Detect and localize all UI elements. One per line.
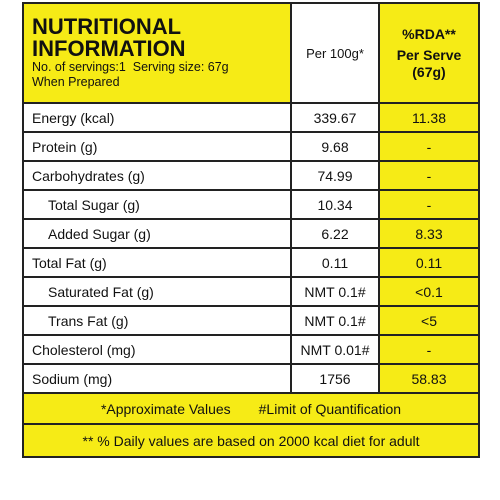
per100-value: 6.22: [290, 218, 380, 249]
nutrient-name: Sodium (mg): [22, 363, 292, 394]
rda-value: 8.33: [378, 218, 480, 249]
nutrient-name: Total Sugar (g): [22, 189, 292, 220]
rda-value: <5: [378, 305, 480, 336]
nutrient-row: Protein (g) 9.68-: [22, 131, 480, 162]
nutrient-name: Protein (g): [22, 131, 292, 162]
rda-value: -: [378, 189, 480, 220]
nutrient-row: Cholesterol (mg) NMT 0.01# -: [22, 334, 480, 365]
nutrition-table: NUTRITIONAL INFORMATION No. of servings:…: [22, 2, 480, 458]
rda-value: 58.83: [378, 363, 480, 394]
nutrient-row: Sodium (mg) 1756 58.83: [22, 363, 480, 394]
serve-size: (67g): [412, 63, 446, 80]
title: INFORMATION: [32, 36, 186, 61]
nutrient-name: Carbohydrates (g): [22, 160, 292, 191]
per100-value: 9.68: [290, 131, 380, 162]
per100-value: 74.99: [290, 160, 380, 191]
nutrient-name: Cholesterol (mg): [22, 334, 292, 365]
header-row: NUTRITIONAL INFORMATION No. of servings:…: [22, 2, 480, 104]
rda-value: -: [378, 160, 480, 191]
rda-header: %RDA** Per Serve (67g): [378, 2, 480, 104]
per100-value: 1756: [290, 363, 380, 394]
rda-value: <0.1: [378, 276, 480, 307]
nutrient-row: Added Sugar (g) 6.22 8.33: [22, 218, 480, 249]
nutrient-name: Added Sugar (g): [22, 218, 292, 249]
rda-value: 0.11: [378, 247, 480, 278]
per-serve: Per Serve: [396, 46, 462, 63]
per100-value: 339.67: [290, 102, 380, 133]
nutrition-label: NUTRITIONAL INFORMATION No. of servings:…: [22, 2, 480, 492]
nutrient-name: Total Fat (g): [22, 247, 292, 278]
footer-row: *Approximate Values #Limit of Quantificat…: [22, 392, 480, 425]
prepared: When Prepared: [32, 75, 120, 89]
per100-header: Per 100g*: [290, 2, 380, 104]
servings: No. of servings:1 Serving size: 67g: [32, 60, 229, 74]
nutrient-name: Trans Fat (g): [22, 305, 292, 336]
nutrient-name: Energy (kcal): [22, 102, 292, 133]
nutrient-row: Saturated Fat (g) NMT 0.1# <0.1: [22, 276, 480, 307]
nutrient-row: Total Fat (g) 0.11 0.11: [22, 247, 480, 278]
per100-value: NMT 0.1#: [290, 305, 380, 336]
per100-value: NMT 0.1#: [290, 276, 380, 307]
rda-value: -: [378, 334, 480, 365]
footer-notes: *Approximate Values #Limit of Quantificat…: [22, 392, 480, 425]
per100-value: 0.11: [290, 247, 380, 278]
nutrient-name: Saturated Fat (g): [22, 276, 292, 307]
approx-note: *Approximate Values: [100, 400, 231, 417]
rda-value: -: [378, 131, 480, 162]
per100-value: 10.34: [290, 189, 380, 220]
rda-value: 11.38: [378, 102, 480, 133]
footer-row: ** % Daily values are based on 2000 kcal…: [22, 423, 480, 458]
nutrient-row: Energy (kcal) 339.67 11.38: [22, 102, 480, 133]
title-cell: NUTRITIONAL INFORMATION No. of servings:…: [22, 2, 292, 104]
nutrient-row: Total Sugar (g) 10.34-: [22, 189, 480, 220]
rda: %RDA**: [402, 25, 456, 42]
nutrient-row: Carbohydrates (g) 74.99-: [22, 160, 480, 191]
limit-note: #Limit of Quantification: [258, 400, 402, 417]
nutrient-row: Trans Fat (g) NMT 0.1# <5: [22, 305, 480, 336]
daily-note: ** % Daily values are based on 2000 kcal…: [22, 423, 480, 458]
title: NUTRITIONAL: [32, 14, 182, 39]
per100-value: NMT 0.01#: [290, 334, 380, 365]
